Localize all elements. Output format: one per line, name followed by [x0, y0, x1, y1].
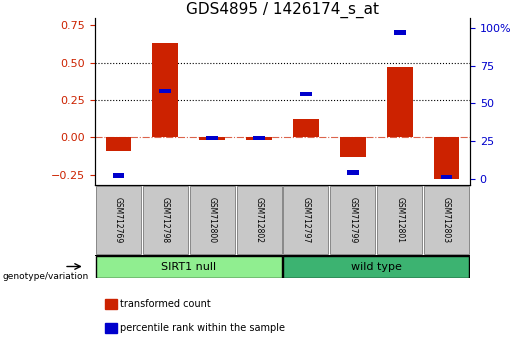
Bar [246, 137, 272, 140]
Bar [199, 137, 225, 140]
Text: GSM712769: GSM712769 [114, 197, 123, 243]
Bar [394, 30, 405, 35]
FancyBboxPatch shape [283, 256, 469, 278]
FancyBboxPatch shape [377, 187, 422, 253]
Text: GSM712802: GSM712802 [254, 197, 264, 243]
Text: GSM712800: GSM712800 [208, 197, 217, 243]
Bar [152, 43, 178, 137]
FancyBboxPatch shape [283, 187, 329, 253]
Text: genotype/variation: genotype/variation [3, 272, 89, 281]
Text: GSM712798: GSM712798 [161, 197, 170, 243]
Text: GSM712797: GSM712797 [301, 197, 311, 243]
Text: GSM712799: GSM712799 [348, 197, 357, 243]
FancyBboxPatch shape [96, 187, 141, 253]
Bar [106, 137, 131, 151]
Bar [300, 92, 312, 96]
Text: transformed count: transformed count [119, 299, 211, 309]
Bar [387, 67, 413, 137]
Text: GSM712803: GSM712803 [442, 197, 451, 243]
Bar [434, 137, 459, 179]
Bar [347, 171, 358, 175]
Bar [441, 175, 452, 179]
Bar [113, 173, 124, 178]
Bar [160, 89, 171, 93]
Bar [253, 136, 265, 140]
FancyBboxPatch shape [143, 187, 188, 253]
Text: wild type: wild type [351, 262, 402, 272]
FancyBboxPatch shape [96, 256, 282, 278]
Bar [340, 137, 366, 157]
Text: percentile rank within the sample: percentile rank within the sample [119, 323, 285, 333]
Text: SIRT1 null: SIRT1 null [161, 262, 216, 272]
FancyBboxPatch shape [190, 187, 235, 253]
Bar [207, 136, 218, 140]
FancyBboxPatch shape [424, 187, 469, 253]
Text: GSM712801: GSM712801 [395, 197, 404, 243]
Bar [293, 119, 319, 137]
FancyBboxPatch shape [330, 187, 375, 253]
Title: GDS4895 / 1426174_s_at: GDS4895 / 1426174_s_at [186, 2, 379, 18]
FancyBboxPatch shape [236, 187, 282, 253]
